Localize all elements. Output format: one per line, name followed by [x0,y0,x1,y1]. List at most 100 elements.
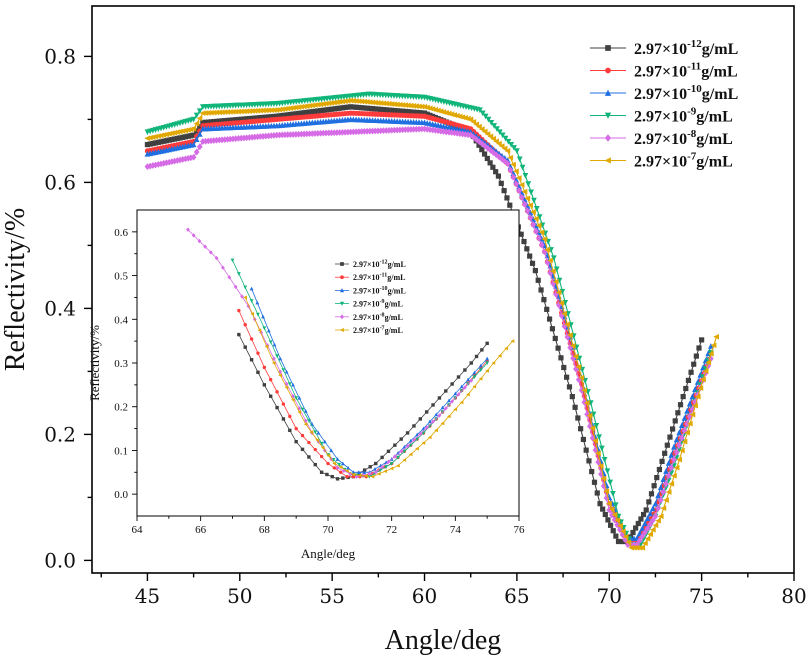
inset-data-point [497,353,502,358]
main-data-point [659,458,665,464]
main-data-point [665,472,672,480]
main-data-point [388,101,395,107]
main-legend-label-unit: g/mL [696,131,732,148]
inset-x-tick-label: 72 [386,524,397,536]
main-data-point [595,450,601,457]
inset-data-point [453,391,458,396]
main-data-point [383,100,389,107]
inset-legend-marker [339,301,345,306]
inset-data-point [472,384,477,389]
inset-data-point [319,454,324,459]
main-y-tick-label: 0.4 [44,296,76,320]
inset-data-point [450,399,455,404]
main-data-point [673,436,680,443]
main-data-point [676,429,683,436]
inset-data-point [504,346,508,351]
inset-x-axis-title: Angle/deg [301,546,356,561]
inset-data-point [262,383,267,387]
inset-data-point [294,426,298,431]
main-data-point [270,107,277,113]
main-data-point [662,450,668,456]
main-data-point [552,278,559,285]
inset-data-point [303,422,308,427]
inset-data-point [345,474,349,479]
main-data-point [320,101,326,107]
main-data-point [235,108,242,115]
inset-data-point [237,332,241,337]
main-data-point [696,345,702,351]
main-data-point [636,537,643,544]
main-data-point [561,310,568,317]
inset-data-point [236,272,241,276]
main-data-point [597,463,604,469]
inset-data-point [450,382,454,386]
inset-data-point [335,457,340,461]
inset-data-point [275,354,279,359]
main-legend-marker [604,157,611,164]
inset-data-point [348,471,353,476]
main-data-point [647,510,654,517]
main-data-point [160,159,167,167]
main-data-point [481,128,488,135]
main-data-point [541,297,547,303]
main-data-point [218,109,225,116]
main-x-tick-label: 60 [412,584,437,608]
main-data-point [638,516,644,522]
inset-data-point [197,238,202,244]
main-data-point [689,393,696,400]
main-x-tick-label: 50 [227,584,252,608]
inset-data-point [275,390,279,394]
main-data-point [575,364,582,370]
main-data-point [190,141,197,148]
main-data-point [246,134,253,141]
main-data-point [251,133,258,141]
main-data-point [652,500,659,507]
main-data-point [241,134,247,142]
main-data-point [599,445,605,452]
inset-legend-label: 2.97×10-10g/mL [353,286,406,296]
main-data-point [205,110,211,116]
main-data-point [692,398,698,406]
main-data-point [583,447,589,453]
main-data-point [514,148,520,155]
main-data-point [686,400,693,407]
inset-data-point [297,410,302,414]
main-data-point [290,104,296,111]
main-data-point [639,533,646,540]
inset-legend-label: 2.97×10-8g/mL [353,312,403,322]
main-data-point [596,434,602,441]
inset-data-point [393,443,397,447]
main-data-point [488,119,495,126]
main-data-point [152,133,159,140]
main-data-point [507,154,514,161]
main-data-point [202,110,209,116]
inset-data-point [431,403,435,407]
main-data-point [505,138,512,145]
inset-data-point [326,461,330,466]
main-data-point [697,385,704,391]
inset-legend-label-unit: g/mL [387,273,405,282]
inset-data-point [297,395,302,400]
main-data-point [493,169,499,175]
main-data-point [673,449,680,456]
inset-data-point [297,406,302,411]
inset-data-point [437,396,442,400]
main-y-axis-title: Reflectivity/% [0,208,31,371]
main-data-point [227,135,234,143]
main-legend-label-exp: -7 [687,151,697,163]
main-data-point [402,102,408,109]
inset-data-point [303,409,308,413]
main-data-point [487,147,494,154]
main-data-point [196,115,203,122]
main-legend-label-exp: -10 [687,83,702,95]
inset-data-point [376,472,381,476]
main-data-point [642,520,648,527]
main-data-point [535,277,541,283]
main-data-point [501,188,507,194]
main-data-point [522,173,529,179]
main-data-point [155,161,162,168]
inset-legend-label: 2.97×10-9g/mL [353,299,403,309]
main-data-point [668,451,675,458]
inset-data-point [485,361,490,366]
main-data-point [440,128,447,135]
